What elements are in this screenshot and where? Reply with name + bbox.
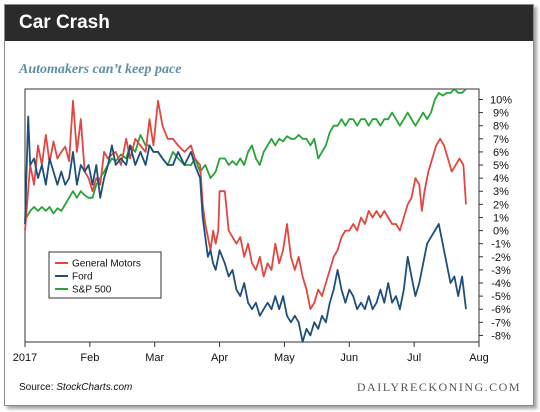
y-tick-label: 5% xyxy=(493,160,509,172)
source-label: Source: xyxy=(19,382,54,393)
y-tick-label: 4% xyxy=(493,173,509,185)
source-name: StockCharts.com xyxy=(56,382,133,393)
y-tick-label: 3% xyxy=(493,186,509,198)
series-line-ford xyxy=(24,115,467,343)
y-tick-label: 7% xyxy=(493,134,509,146)
x-tick-label: 2017 xyxy=(13,352,37,364)
title-bar: Car Crash xyxy=(5,5,533,41)
line-chart: 10% 9%8%7%6%5%4%3%2%1% 0%-1%-2%-3%-4%-5%-6… xyxy=(13,88,512,364)
y-tick-label: -2% xyxy=(491,252,511,264)
x-tick-label: Feb xyxy=(80,352,99,364)
legend-label: S&P 500 xyxy=(72,285,112,296)
source-note: Source: StockCharts.com xyxy=(19,382,132,393)
x-tick-label: Apr xyxy=(211,352,228,364)
legend-label: General Motors xyxy=(72,259,141,270)
brand-watermark: DAILYRECKONING.COM xyxy=(356,380,521,394)
x-tick-label: Jul xyxy=(407,352,421,364)
y-tick-label: 9% xyxy=(493,108,509,120)
y-tick-label: -7% xyxy=(491,317,511,329)
y-tick-label: 6% xyxy=(493,147,509,159)
y-tick-label: 1% xyxy=(493,212,509,224)
x-tick-label: Jun xyxy=(340,352,358,364)
y-tick-label: -6% xyxy=(491,304,511,316)
y-tick-label: 2% xyxy=(493,199,509,211)
y-tick-label: -3% xyxy=(491,265,511,277)
y-tick-label: 10% xyxy=(490,94,512,106)
plot-border xyxy=(24,88,480,343)
x-tick-label: May xyxy=(274,352,295,364)
chart-card: Car Crash Automakers can’t keep pace 10%… xyxy=(4,4,534,406)
series-line-s-p-500 xyxy=(24,88,467,221)
x-tick-label: Aug xyxy=(469,352,489,364)
y-tick-label: -8% xyxy=(491,330,511,342)
y-tick-label: 8% xyxy=(493,121,509,133)
y-tick-label: -5% xyxy=(491,291,511,303)
y-tick-label: 0% xyxy=(493,226,509,238)
y-tick-label: -1% xyxy=(491,239,511,251)
legend-box xyxy=(48,251,162,299)
chart-subtitle: Automakers can’t keep pace xyxy=(19,62,182,77)
x-tick-label: Mar xyxy=(145,352,164,364)
legend-label: Ford xyxy=(72,272,93,283)
chart-title: Car Crash xyxy=(19,12,110,33)
y-tick-label: -4% xyxy=(491,278,511,290)
